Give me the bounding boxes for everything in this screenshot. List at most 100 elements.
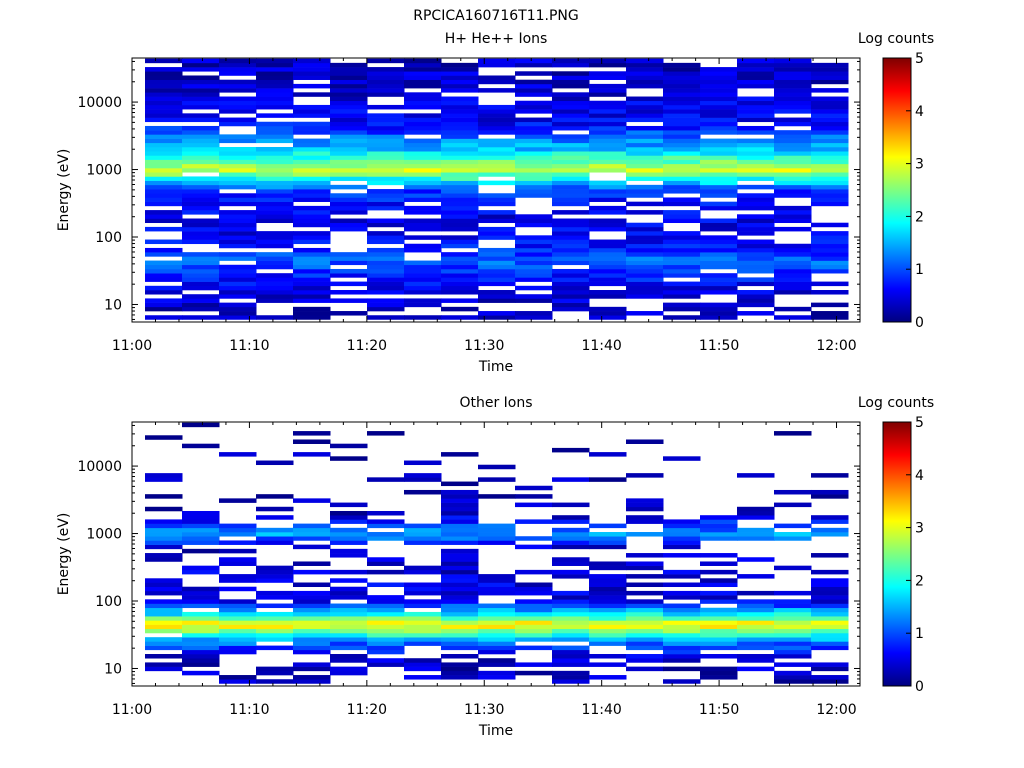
heatmap-cell	[737, 658, 775, 663]
heatmap-cell	[774, 670, 812, 676]
heatmap-cell	[182, 79, 220, 85]
heatmap-cell	[478, 226, 516, 232]
heatmap-cell	[515, 159, 553, 165]
heatmap-cell	[700, 561, 738, 566]
heatmap-cell	[700, 302, 738, 308]
heatmap-cell	[626, 226, 664, 232]
heatmap-cell	[219, 83, 257, 89]
heatmap-cell	[478, 151, 516, 156]
heatmap-cell	[811, 88, 849, 93]
heatmap-cell	[182, 62, 220, 68]
heatmap-cell	[700, 536, 738, 541]
heatmap-cell	[256, 239, 294, 245]
heatmap-cell	[145, 75, 183, 80]
heatmap-cell	[367, 235, 405, 240]
heatmap-cell	[515, 71, 553, 76]
heatmap-cell	[330, 142, 368, 148]
heatmap-cell	[589, 117, 627, 123]
heatmap-cell	[811, 96, 849, 102]
heatmap-cell	[256, 159, 294, 165]
heatmap-cell	[811, 247, 849, 253]
heatmap-cell	[330, 130, 368, 135]
heatmap-cell	[145, 142, 183, 148]
heatmap-cell	[145, 218, 183, 224]
heatmap-cell	[219, 231, 257, 236]
heatmap-cell	[293, 439, 331, 444]
heatmap-cell	[293, 532, 331, 537]
heatmap-cell	[256, 125, 294, 131]
heatmap-cell	[552, 125, 590, 131]
heatmap-cell	[737, 510, 775, 516]
heatmap-cell	[663, 540, 701, 545]
heatmap-cell	[663, 88, 701, 93]
heatmap-cell	[256, 184, 294, 190]
heatmap-cell	[219, 611, 257, 617]
heatmap-cell	[330, 71, 368, 76]
heatmap-cell	[219, 134, 257, 139]
heatmap-cell	[404, 260, 442, 266]
heatmap-cell	[626, 281, 664, 287]
heatmap-cell	[811, 155, 849, 160]
heatmap-cell	[663, 544, 701, 550]
heatmap-cell	[256, 62, 294, 68]
heatmap-cell	[256, 163, 294, 169]
heatmap-cell	[515, 176, 553, 181]
heatmap-cell	[182, 654, 220, 659]
heatmap-cell	[145, 285, 183, 291]
heatmap-cell	[219, 277, 257, 282]
heatmap-cell	[330, 260, 368, 266]
heatmap-cell	[404, 218, 442, 224]
heatmap-cell	[552, 260, 590, 266]
heatmap-cell	[552, 176, 590, 181]
heatmap-cell	[367, 523, 405, 529]
heatmap-cell	[478, 662, 516, 667]
heatmap-cell	[811, 641, 849, 646]
heatmap-cell	[256, 679, 294, 684]
heatmap-cell	[367, 637, 405, 642]
heatmap-cell	[589, 624, 627, 630]
heatmap-cell	[774, 75, 812, 80]
heatmap-cell	[219, 311, 257, 316]
heatmap-cell	[515, 151, 553, 156]
heatmap-cell	[293, 620, 331, 625]
heatmap-cell	[478, 247, 516, 253]
heatmap-cell	[441, 193, 479, 198]
heatmap-cell	[219, 306, 257, 312]
heatmap-cell	[330, 184, 368, 190]
heatmap-cell	[552, 222, 590, 228]
x-axis-label: Time	[478, 723, 513, 739]
heatmap-cell	[404, 163, 442, 169]
heatmap-cell	[404, 523, 442, 529]
heatmap-cell	[293, 603, 331, 609]
heatmap-cell	[515, 311, 553, 316]
heatmap-cell	[219, 649, 257, 655]
heatmap-cell	[145, 532, 183, 537]
heatmap-cell	[219, 163, 257, 169]
heatmap-cell	[145, 163, 183, 169]
heatmap-cell	[626, 658, 664, 663]
x-tick-label: 12:00	[816, 702, 856, 718]
colorbar-tick-label: 0	[915, 315, 924, 331]
heatmap-cell	[441, 151, 479, 156]
heatmap-cell	[552, 544, 590, 550]
heatmap-cell	[663, 159, 701, 165]
heatmap-cell	[552, 670, 590, 676]
heatmap-cell	[293, 109, 331, 114]
heatmap-cell	[478, 645, 516, 651]
heatmap-cell	[515, 582, 553, 588]
heatmap-cell	[700, 247, 738, 253]
heatmap-cell	[478, 590, 516, 596]
heatmap-cell	[626, 607, 664, 613]
heatmap-cell	[478, 624, 516, 630]
heatmap-cell	[737, 163, 775, 169]
heatmap-cell	[404, 92, 442, 97]
heatmap-cell	[145, 435, 183, 440]
heatmap-cell	[404, 113, 442, 118]
heatmap-cell	[145, 83, 183, 89]
heatmap-cell	[774, 641, 812, 646]
heatmap-cell	[700, 624, 738, 630]
heatmap-cell	[404, 151, 442, 156]
heatmap-cell	[182, 163, 220, 169]
heatmap-cell	[774, 277, 812, 282]
colorbar	[882, 57, 912, 323]
